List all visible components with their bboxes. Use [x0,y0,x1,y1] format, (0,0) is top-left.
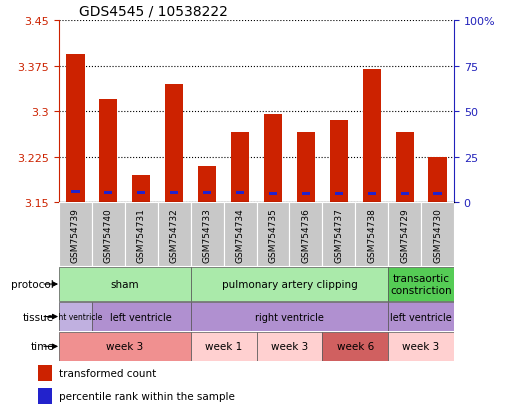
Text: transaortic
constriction: transaortic constriction [390,273,452,295]
Text: GSM754730: GSM754730 [433,207,442,262]
Text: week 3: week 3 [106,342,144,351]
Bar [401,192,409,195]
Text: protocol: protocol [11,279,54,290]
Bar [132,176,150,203]
Bar [289,203,322,267]
Bar [388,268,454,301]
Bar [198,166,216,203]
Bar [37,365,52,381]
Bar [302,192,310,195]
Text: GSM754729: GSM754729 [400,207,409,262]
Text: transformed count: transformed count [58,368,156,378]
Bar [59,332,191,361]
Bar [264,115,282,203]
Text: right ventricle: right ventricle [255,312,324,322]
Bar [322,332,388,361]
Bar [191,203,224,267]
Bar [59,268,191,301]
Text: GSM754732: GSM754732 [170,207,179,262]
Bar [322,203,355,267]
Bar [191,332,256,361]
Text: right ventricle: right ventricle [48,312,103,321]
Text: sham: sham [110,279,139,290]
Bar [66,55,85,203]
Bar [59,203,92,267]
Bar [165,85,183,203]
Text: week 6: week 6 [337,342,374,351]
Bar [203,192,211,195]
Text: GSM754736: GSM754736 [301,207,310,262]
Bar [100,100,117,203]
Bar [158,203,191,267]
Bar [191,302,388,331]
Bar [92,203,125,267]
Bar [104,192,112,195]
Text: GSM754735: GSM754735 [268,207,278,262]
Bar [388,332,454,361]
Text: left ventricle: left ventricle [390,312,452,322]
Bar [428,157,447,203]
Text: tissue: tissue [23,312,54,322]
Text: GSM754734: GSM754734 [235,207,245,262]
Bar [137,192,145,195]
Bar [256,203,289,267]
Bar [433,192,442,195]
Bar [231,133,249,203]
Bar [269,192,277,195]
Text: GSM754739: GSM754739 [71,207,80,262]
Text: GSM754740: GSM754740 [104,207,113,262]
Bar [125,203,158,267]
Bar [330,121,348,203]
Bar [170,192,179,195]
Text: GSM754738: GSM754738 [367,207,376,262]
Text: week 3: week 3 [403,342,440,351]
Bar [334,192,343,195]
Text: left ventricle: left ventricle [110,312,172,322]
Bar [37,388,52,404]
Bar [71,191,80,194]
Text: week 1: week 1 [205,342,242,351]
Text: time: time [30,342,54,351]
Bar [388,203,421,267]
Bar [236,192,244,195]
Bar [388,302,454,331]
Text: GDS4545 / 10538222: GDS4545 / 10538222 [79,5,228,19]
Bar [297,133,315,203]
Text: pulmonary artery clipping: pulmonary artery clipping [222,279,357,290]
Text: GSM754737: GSM754737 [334,207,343,262]
Bar [368,192,376,195]
Text: percentile rank within the sample: percentile rank within the sample [58,391,234,401]
Text: GSM754731: GSM754731 [137,207,146,262]
Bar [59,302,92,331]
Bar [224,203,256,267]
Text: week 3: week 3 [271,342,308,351]
Bar [256,332,322,361]
Bar [355,203,388,267]
Text: GSM754733: GSM754733 [203,207,212,262]
Bar [92,302,191,331]
Bar [363,69,381,203]
Bar [396,133,413,203]
Bar [421,203,454,267]
Bar [191,268,388,301]
